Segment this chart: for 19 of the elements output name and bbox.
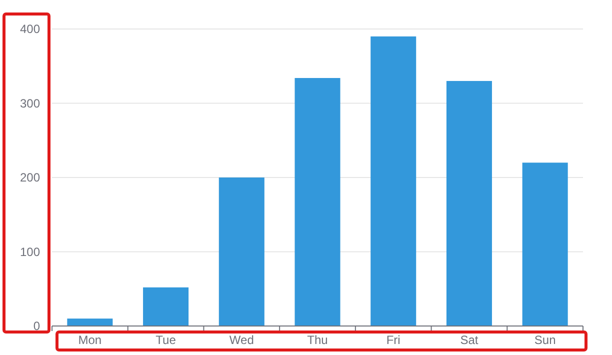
x-tick-label: Sun bbox=[534, 333, 556, 347]
bar bbox=[218, 178, 264, 326]
x-tick-label: Mon bbox=[78, 333, 102, 347]
bar bbox=[67, 318, 113, 326]
x-tick-label: Fri bbox=[386, 333, 400, 347]
bar bbox=[370, 36, 416, 326]
bar bbox=[143, 287, 189, 326]
x-tick-label: Sat bbox=[460, 333, 479, 347]
y-tick-label: 400 bbox=[20, 22, 40, 36]
x-tick-label: Thu bbox=[307, 333, 328, 347]
y-tick-label: 0 bbox=[33, 319, 40, 334]
y-tick-label: 100 bbox=[20, 244, 40, 259]
x-tick-label: Wed bbox=[229, 333, 254, 347]
y-tick-label: 200 bbox=[20, 170, 40, 185]
bar bbox=[522, 162, 568, 326]
x-tick-label: Tue bbox=[156, 333, 176, 347]
bar bbox=[294, 78, 340, 326]
y-tick-label: 300 bbox=[20, 96, 40, 110]
bar bbox=[446, 80, 492, 326]
